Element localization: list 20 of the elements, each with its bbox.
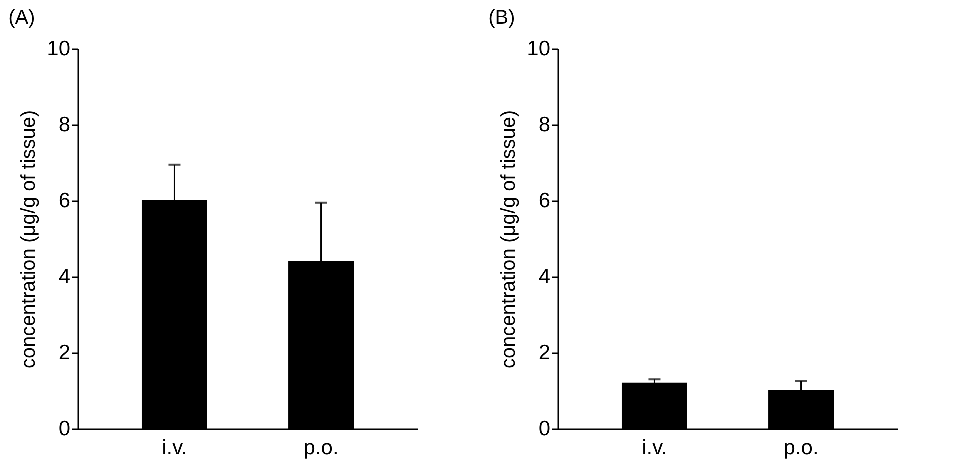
- y-tick-label: 8: [538, 114, 550, 136]
- y-tick-label: 2: [538, 342, 550, 364]
- y-axis-title: concentration (μg/g of tissue): [498, 110, 520, 369]
- y-tick-label: 4: [58, 266, 71, 288]
- y-tick-label: 8: [58, 114, 70, 136]
- y-tick-label: 10: [47, 38, 70, 60]
- y-axis-title: concentration (μg/g of tissue): [18, 110, 40, 369]
- y-tick-label: 6: [58, 190, 70, 212]
- x-tick-label: p.o.: [784, 436, 819, 460]
- y-tick-label: 6: [538, 190, 550, 212]
- y-tick-label: 0: [58, 418, 70, 440]
- y-tick-label: 10: [527, 38, 550, 60]
- x-tick-label: i.v.: [642, 436, 668, 460]
- y-tick-label: 2: [58, 342, 70, 364]
- x-tick-label: i.v.: [162, 436, 188, 460]
- y-tick-label: 0: [538, 418, 550, 440]
- chart-title: (A): [8, 7, 36, 29]
- x-tick-label: p.o.: [304, 436, 339, 460]
- chart-title: (B): [488, 7, 516, 29]
- y-tick-label: 4: [538, 266, 551, 288]
